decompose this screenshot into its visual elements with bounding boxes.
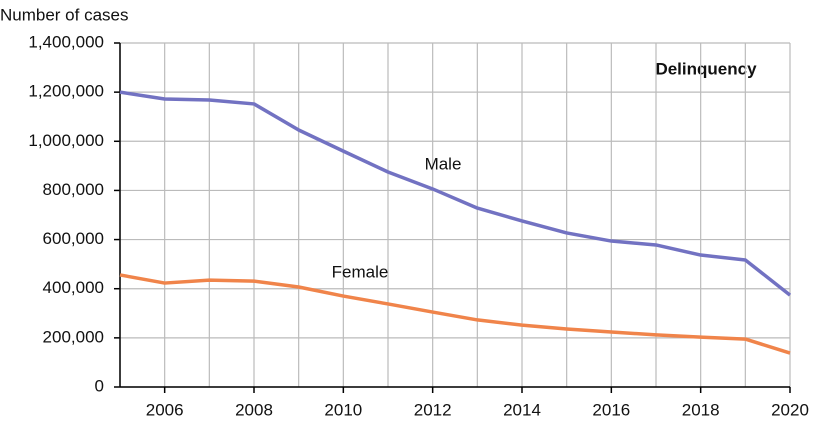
x-tick-label: 2010 — [324, 400, 362, 419]
y-tick-label: 600,000 — [43, 229, 104, 248]
x-tick-label: 2018 — [682, 400, 720, 419]
x-tick-label: 2012 — [414, 400, 452, 419]
series-label: Female — [332, 262, 389, 281]
y-tick-label: 1,200,000 — [28, 82, 104, 101]
y-axis-label: Number of cases — [0, 5, 129, 24]
y-tick-label: 400,000 — [43, 278, 104, 297]
x-tick-label: 2016 — [592, 400, 630, 419]
series-line — [119, 90, 792, 297]
y-tick-label: 1,000,000 — [28, 131, 104, 150]
y-tick-label: 0 — [95, 376, 104, 395]
series-label: Male — [425, 154, 462, 173]
x-tick-label: 2020 — [771, 400, 809, 419]
x-tick-label: 2014 — [503, 400, 541, 419]
x-tick-label: 2008 — [235, 400, 273, 419]
annotation: Delinquency — [655, 59, 757, 78]
y-tick-label: 200,000 — [43, 327, 104, 346]
x-tick-label: 2006 — [146, 400, 184, 419]
series-line — [119, 273, 791, 355]
y-tick-label: 800,000 — [43, 180, 104, 199]
y-tick-label: 1,400,000 — [28, 32, 104, 51]
